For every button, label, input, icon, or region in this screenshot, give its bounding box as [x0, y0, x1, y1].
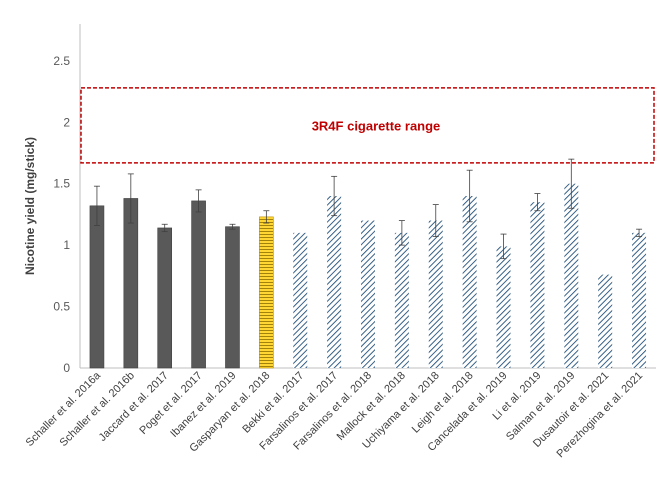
bar: [225, 226, 240, 369]
error-bar: [568, 158, 575, 209]
x-tick-label: Leigh et al. 2018: [410, 370, 476, 436]
error-bar: [161, 223, 168, 233]
error-bar: [432, 204, 439, 237]
error-bar: [466, 169, 473, 223]
bar: [259, 216, 274, 369]
bar: [598, 274, 613, 368]
error-bar: [331, 175, 338, 217]
bar: [462, 196, 477, 368]
bar: [327, 196, 342, 368]
bar: [361, 220, 375, 368]
bar: [89, 205, 105, 369]
error-bars: [93, 158, 643, 260]
bars: [89, 183, 647, 369]
y-tick-label: 0: [63, 361, 70, 375]
y-tick-label: 2.5: [53, 54, 70, 68]
y-tick-label: 1: [63, 238, 70, 252]
bar: [632, 232, 647, 368]
bar: [157, 227, 173, 369]
bar: [564, 183, 579, 368]
error-bar: [195, 189, 202, 213]
y-tick-label: 2: [63, 115, 70, 129]
error-bar: [398, 220, 405, 246]
bar: [530, 202, 545, 368]
y-axis-label: Nicotine yield (mg/stick): [23, 137, 37, 275]
bar: [293, 232, 308, 368]
error-bar: [263, 210, 270, 224]
bar: [394, 232, 409, 368]
bar: [496, 246, 511, 368]
range-band-label: 3R4F cigarette range: [312, 118, 441, 133]
error-bar: [636, 228, 643, 237]
error-bar: [127, 173, 134, 224]
x-tick-label: Bekki et al. 2017: [240, 370, 306, 436]
error-bar: [500, 233, 507, 260]
axes: 0 0.5 1 1.5 2 2.5: [53, 24, 656, 375]
error-bar: [534, 193, 541, 212]
bar: [191, 200, 206, 369]
y-tick-label: 1.5: [53, 177, 70, 191]
bar: [123, 198, 139, 369]
y-tick-label: 0.5: [53, 300, 70, 314]
error-bar: [93, 185, 100, 226]
x-tick-label: Poget et al. 2017: [137, 370, 204, 437]
bar: [428, 220, 443, 368]
reference-range: 3R4F cigarette range: [80, 87, 655, 164]
error-bar: [229, 223, 236, 230]
